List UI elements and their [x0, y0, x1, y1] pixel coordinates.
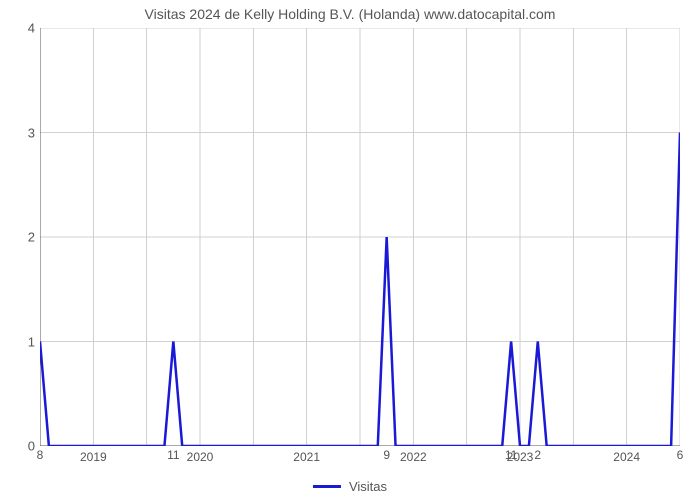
data-point-label: 9 — [383, 448, 390, 462]
plot-svg — [40, 28, 680, 446]
x-tick-label: 2020 — [187, 450, 214, 464]
x-tick-label: 2024 — [613, 450, 640, 464]
data-point-label: 11 — [505, 448, 517, 462]
x-tick-label: 2022 — [400, 450, 427, 464]
y-tick-label: 4 — [28, 21, 35, 36]
legend-swatch — [313, 485, 341, 488]
legend-label: Visitas — [349, 479, 387, 494]
y-tick-label: 2 — [28, 230, 35, 245]
data-point-label: 8 — [37, 448, 44, 462]
data-point-label: 2 — [534, 448, 541, 462]
chart-title: Visitas 2024 de Kelly Holding B.V. (Hola… — [0, 6, 700, 22]
x-tick-label: 2019 — [80, 450, 107, 464]
y-tick-label: 3 — [28, 125, 35, 140]
legend: Visitas — [313, 479, 387, 494]
plot-area — [40, 28, 680, 446]
data-point-label: 11 — [167, 448, 179, 462]
data-point-label: 6 — [677, 448, 684, 462]
y-tick-label: 0 — [28, 439, 35, 454]
chart-container: Visitas 2024 de Kelly Holding B.V. (Hola… — [0, 0, 700, 500]
y-tick-label: 1 — [28, 334, 35, 349]
x-tick-label: 2021 — [293, 450, 320, 464]
